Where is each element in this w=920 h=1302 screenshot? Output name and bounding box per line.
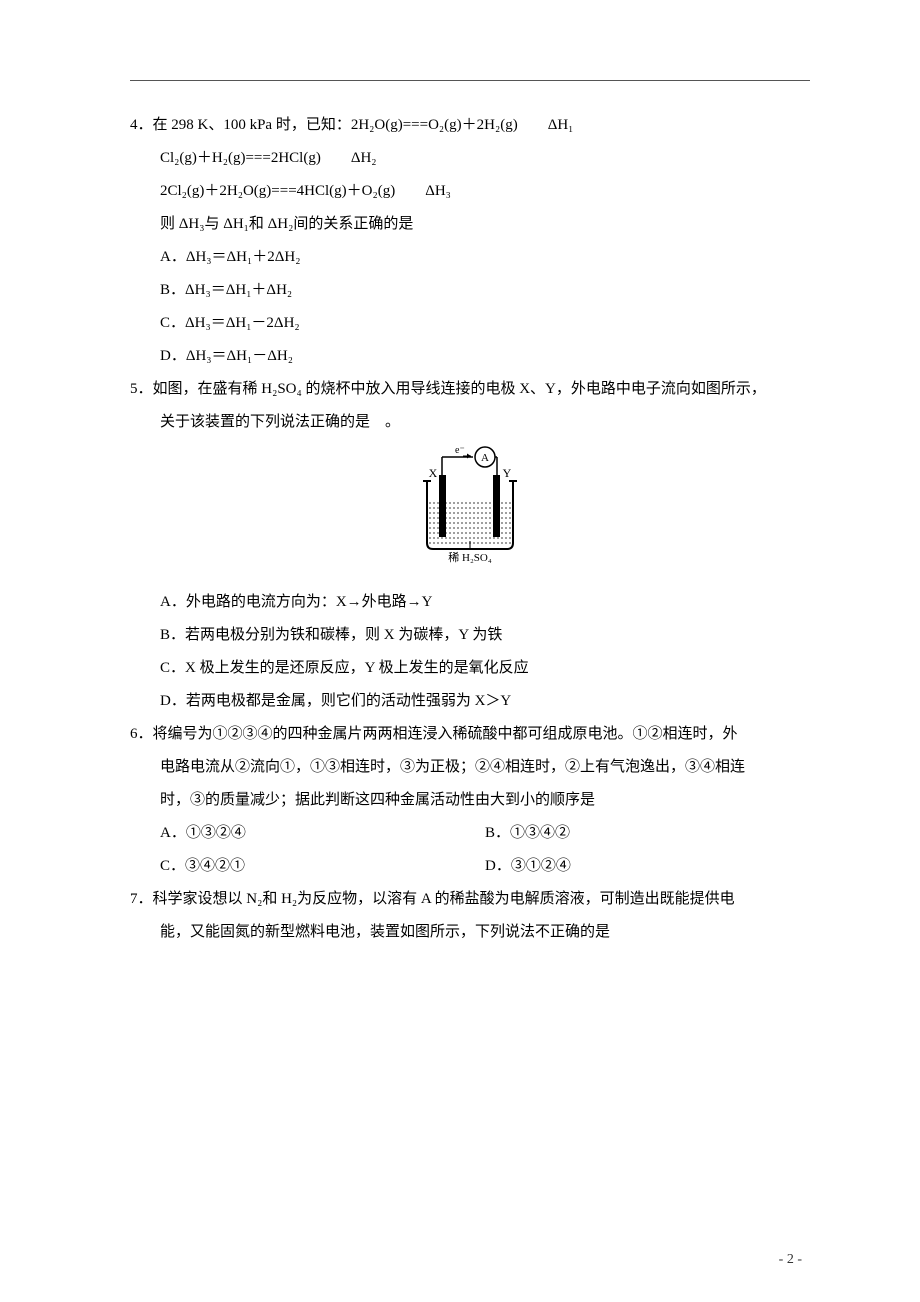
q4-optC: C．ΔH₃＝ΔH₁－2ΔH₂: [130, 307, 810, 340]
header-rule: [130, 80, 810, 81]
q6-optA: A．①③②④: [160, 817, 485, 850]
q4-line3: 2Cl₂(g)＋2H₂O(g)===4HCl(g)＋O₂(g) ΔH₃: [130, 175, 810, 208]
content-area: 4．在 298 K、100 kPa 时，已知：2H₂O(g)===O₂(g)＋2…: [130, 109, 810, 949]
electron-label: e⁻: [455, 445, 465, 456]
ammeter-label: A: [481, 452, 489, 464]
q7-line2: 能，又能固氮的新型燃料电池，装置如图所示，下列说法不正确的是: [130, 916, 810, 949]
q6-optD: D．③①②④: [485, 850, 810, 883]
q5-optD: D．若两电极都是金属，则它们的活动性强弱为 X＞Y: [130, 685, 810, 718]
q4-optB: B．ΔH₃＝ΔH₁＋ΔH₂: [130, 274, 810, 307]
q4-line1: 4．在 298 K、100 kPa 时，已知：2H₂O(g)===O₂(g)＋2…: [130, 109, 810, 142]
q6-row2: C．③④②① D．③①②④: [130, 850, 810, 883]
q6-line1: 6．将编号为①②③④的四种金属片两两相连浸入稀硫酸中都可组成原电池。①②相连时，…: [130, 718, 810, 751]
q6-line3: 时，③的质量减少；据此判断这四种金属活动性由大到小的顺序是: [130, 784, 810, 817]
page-number: - 2 -: [779, 1252, 802, 1268]
q6-line2: 电路电流从②流向①，①③相连时，③为正极；②④相连时，②上有气泡逸出，③④相连: [130, 751, 810, 784]
q5-figure-svg: A e⁻ X Y: [415, 445, 525, 565]
q6-row1: A．①③②④ B．①③④②: [130, 817, 810, 850]
q5-figure: A e⁻ X Y: [130, 445, 810, 578]
q7-line1: 7．科学家设想以 N₂和 H₂为反应物，以溶有 A 的稀盐酸为电解质溶液，可制造…: [130, 883, 810, 916]
q5-line1: 5．如图，在盛有稀 H₂SO₄ 的烧杯中放入用导线连接的电极 X、Y，外电路中电…: [130, 373, 810, 406]
q4-optA: A．ΔH₃＝ΔH₁＋2ΔH₂: [130, 241, 810, 274]
q5-optB: B．若两电极分别为铁和碳棒，则 X 为碳棒，Y 为铁: [130, 619, 810, 652]
page-root: 4．在 298 K、100 kPa 时，已知：2H₂O(g)===O₂(g)＋2…: [0, 0, 920, 1302]
electrode-y-label: Y: [503, 466, 512, 480]
q5-line2: 关于该装置的下列说法正确的是 。: [130, 406, 810, 439]
q5-optA: A．外电路的电流方向为：X→外电路→Y: [130, 586, 810, 619]
q6-optC: C．③④②①: [160, 850, 485, 883]
q4-line4: 则 ΔH₃与 ΔH₁和 ΔH₂间的关系正确的是: [130, 208, 810, 241]
q4-optD: D．ΔH₃＝ΔH₁－ΔH₂: [130, 340, 810, 373]
q6-optB: B．①③④②: [485, 817, 810, 850]
electrode-x-label: X: [429, 466, 438, 480]
solution-label: 稀 H₂SO₄: [448, 551, 492, 564]
q4-line2: Cl₂(g)＋H₂(g)===2HCl(g) ΔH₂: [130, 142, 810, 175]
q5-optC: C．X 极上发生的是还原反应，Y 极上发生的是氧化反应: [130, 652, 810, 685]
